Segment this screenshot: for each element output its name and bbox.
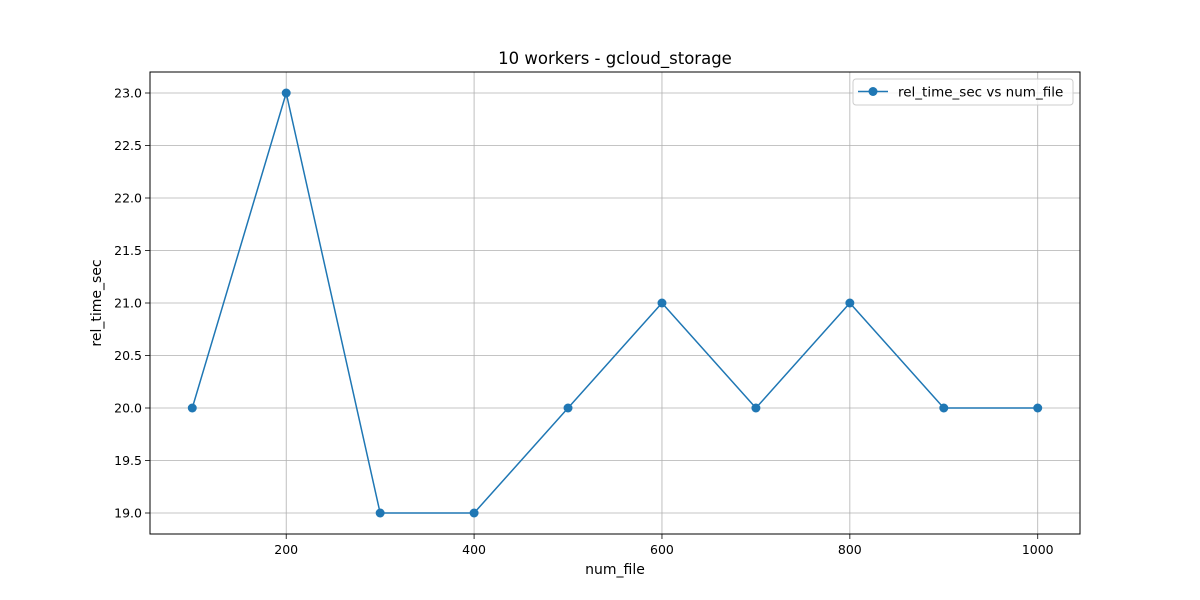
y-axis: 19.0 19.5 20.0 20.5 21.0 21.5 22.0 22.5 23.0 bbox=[114, 86, 150, 521]
data-point bbox=[751, 403, 761, 413]
x-tick-label: 400 bbox=[462, 542, 486, 557]
legend-label: rel_time_sec vs num_file bbox=[898, 85, 1063, 101]
chart-title: 10 workers - gcloud_storage bbox=[498, 49, 732, 69]
x-axis: 200 400 600 800 1000 bbox=[274, 534, 1054, 557]
x-tick-label: 1000 bbox=[1022, 542, 1054, 557]
x-tick-label: 600 bbox=[650, 542, 674, 557]
y-tick-label: 22.0 bbox=[114, 191, 142, 206]
y-tick-label: 20.0 bbox=[114, 401, 142, 416]
legend: rel_time_sec vs num_file bbox=[852, 78, 1074, 106]
data-point bbox=[375, 508, 385, 518]
x-axis-title: num_file bbox=[585, 562, 645, 578]
grid bbox=[150, 72, 1080, 534]
legend-marker-sample bbox=[868, 87, 878, 96]
x-tick-label: 200 bbox=[274, 542, 298, 557]
x-tick-label: 800 bbox=[838, 542, 862, 557]
data-point bbox=[845, 298, 855, 308]
data-point bbox=[657, 298, 667, 308]
y-tick-label: 23.0 bbox=[114, 86, 142, 101]
y-tick-label: 19.5 bbox=[114, 453, 142, 468]
y-tick-label: 21.0 bbox=[114, 296, 142, 311]
y-axis-title: rel_time_sec bbox=[89, 259, 105, 346]
data-point bbox=[469, 508, 479, 518]
series-line bbox=[191, 92, 1038, 514]
y-tick-label: 20.5 bbox=[114, 348, 142, 363]
data-point bbox=[1033, 403, 1043, 413]
data-point bbox=[187, 403, 197, 413]
data-point bbox=[939, 403, 949, 413]
legend-box bbox=[852, 78, 1074, 106]
y-tick-label: 21.5 bbox=[114, 243, 142, 258]
series-layer bbox=[187, 88, 1043, 518]
y-tick-label: 19.0 bbox=[114, 506, 142, 521]
y-tick-label: 22.5 bbox=[114, 138, 142, 153]
data-point bbox=[281, 88, 291, 98]
data-point bbox=[563, 403, 573, 413]
